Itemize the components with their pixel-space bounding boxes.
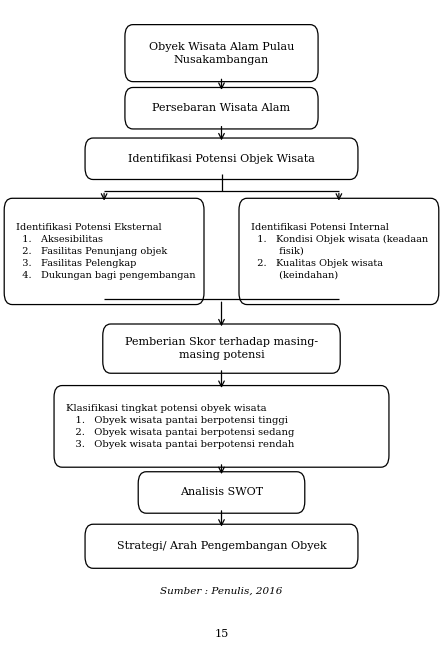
Text: Sumber : Penulis, 2016: Sumber : Penulis, 2016: [160, 587, 283, 596]
FancyBboxPatch shape: [4, 198, 204, 305]
Text: Identifikasi Potensi Internal
  1.   Kondisi Objek wisata (keadaan
         fisi: Identifikasi Potensi Internal 1. Kondisi…: [251, 224, 427, 279]
Text: Identifikasi Potensi Objek Wisata: Identifikasi Potensi Objek Wisata: [128, 154, 315, 164]
Text: Persebaran Wisata Alam: Persebaran Wisata Alam: [152, 103, 291, 113]
FancyBboxPatch shape: [54, 386, 389, 467]
FancyBboxPatch shape: [239, 198, 439, 305]
FancyBboxPatch shape: [125, 87, 318, 129]
FancyBboxPatch shape: [125, 25, 318, 82]
FancyBboxPatch shape: [85, 138, 358, 179]
Text: Obyek Wisata Alam Pulau
Nusakambangan: Obyek Wisata Alam Pulau Nusakambangan: [149, 41, 294, 65]
FancyBboxPatch shape: [138, 472, 305, 513]
Text: Identifikasi Potensi Eksternal
  1.   Aksesibilitas
  2.   Fasilitas Penunjang o: Identifikasi Potensi Eksternal 1. Aksesi…: [16, 224, 195, 279]
FancyBboxPatch shape: [103, 324, 340, 373]
Text: Analisis SWOT: Analisis SWOT: [180, 487, 263, 498]
FancyBboxPatch shape: [85, 524, 358, 568]
Text: Pemberian Skor terhadap masing-
masing potensi: Pemberian Skor terhadap masing- masing p…: [125, 337, 318, 360]
Text: Klasifikasi tingkat potensi obyek wisata
   1.   Obyek wisata pantai berpotensi : Klasifikasi tingkat potensi obyek wisata…: [66, 404, 294, 448]
Text: 15: 15: [214, 629, 229, 639]
Text: Strategi/ Arah Pengembangan Obyek: Strategi/ Arah Pengembangan Obyek: [117, 541, 326, 551]
